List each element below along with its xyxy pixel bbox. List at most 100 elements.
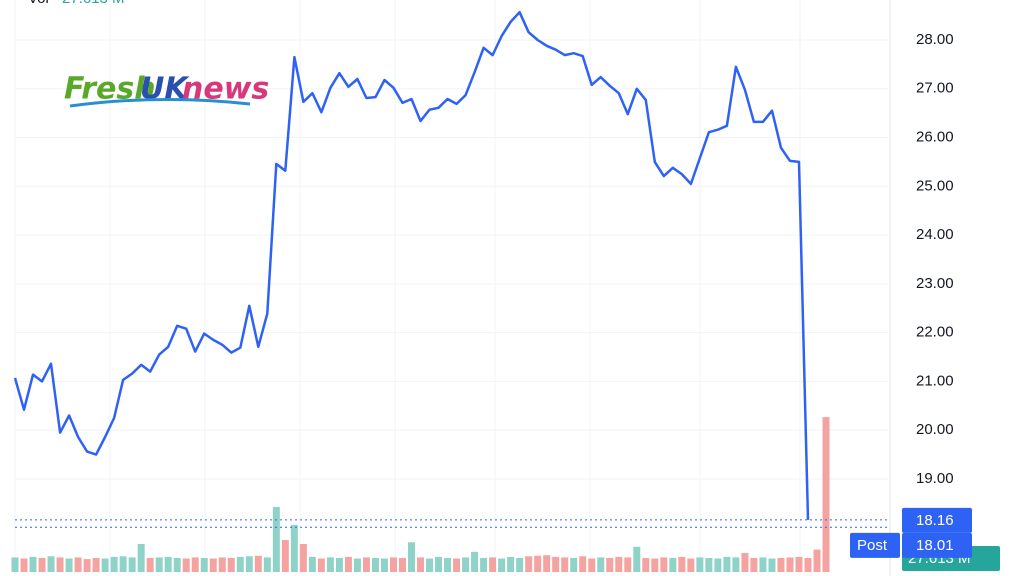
volume-bar xyxy=(47,556,55,572)
post-label-badge xyxy=(850,532,900,558)
volume-bar xyxy=(615,556,623,572)
volume-bar xyxy=(471,551,479,572)
volume-bar xyxy=(191,557,199,572)
volume-bar xyxy=(768,558,776,572)
volume-bar xyxy=(822,417,830,572)
y-tick-label: 28.00 xyxy=(916,31,954,48)
volume-bar xyxy=(525,556,533,572)
volume-bar xyxy=(687,558,695,572)
vgrid xyxy=(14,0,801,576)
volume-bar xyxy=(218,557,226,572)
volume-bar xyxy=(588,558,596,572)
volume-bar xyxy=(444,557,452,572)
volume-bar xyxy=(696,557,704,572)
volume-bar xyxy=(561,557,569,572)
volume-bar xyxy=(326,557,334,572)
volume-bar xyxy=(750,557,758,572)
volume-bar xyxy=(245,556,253,572)
volume-bar xyxy=(38,557,46,572)
y-tick-label: 24.00 xyxy=(916,226,954,243)
volume-bar xyxy=(462,557,470,572)
volume-bar xyxy=(344,556,352,572)
volume-bar xyxy=(714,558,722,572)
volume-bar xyxy=(804,557,812,572)
volume-bar xyxy=(227,557,235,572)
post-badge xyxy=(902,532,972,558)
volume-bar xyxy=(353,558,361,572)
volume-bar xyxy=(660,557,668,572)
volume-bar xyxy=(498,558,506,572)
y-tick-label: 27.00 xyxy=(916,80,954,97)
volume-legend-name: Vol xyxy=(28,0,49,7)
volume-bar xyxy=(56,557,64,572)
volume-bar xyxy=(516,557,524,572)
volume-bar xyxy=(65,558,73,572)
volume-bar xyxy=(624,557,632,572)
logo: Fresh UK news xyxy=(64,72,269,108)
volume-bar xyxy=(299,543,307,572)
volume-bar xyxy=(119,556,127,572)
volume-bar xyxy=(137,543,145,572)
y-tick-label: 26.00 xyxy=(916,129,954,146)
volume-bar xyxy=(173,557,181,572)
volume-bar xyxy=(317,558,325,572)
volume-bar xyxy=(290,524,298,572)
volume-bar xyxy=(263,557,271,572)
volume-bar xyxy=(570,557,578,572)
volume-bar xyxy=(380,558,388,572)
volume-bar xyxy=(209,558,217,572)
price-badge xyxy=(902,507,972,533)
volume-bar xyxy=(507,556,515,572)
volume-bar xyxy=(335,557,343,572)
volume-bar xyxy=(543,555,551,572)
volume-bar xyxy=(786,557,794,572)
price-line xyxy=(13,10,810,520)
volume-bar xyxy=(398,557,406,572)
volume-bar xyxy=(777,557,785,572)
volume-bar xyxy=(155,557,163,572)
volume-bar xyxy=(813,549,821,572)
volume-bar xyxy=(597,557,605,572)
volume-bar xyxy=(408,542,415,572)
y-tick-label: 20.00 xyxy=(916,421,954,438)
y-tick-label: 21.00 xyxy=(916,372,954,389)
volume-bar xyxy=(20,558,28,572)
volume-bar xyxy=(642,557,650,572)
volume-bar xyxy=(281,540,289,572)
price-badge-text: 18.16 xyxy=(916,512,954,529)
volume-bar xyxy=(83,559,91,572)
volume-bar xyxy=(669,557,677,572)
volume-bar xyxy=(146,557,154,572)
volume-bar xyxy=(633,546,641,572)
post-badge-text: 18.01 xyxy=(916,537,954,554)
volume-bar xyxy=(489,557,497,572)
volume-bar xyxy=(453,558,461,572)
y-tick-label: 23.00 xyxy=(916,275,954,292)
volume-bar xyxy=(705,557,713,572)
volume-bar xyxy=(308,556,316,572)
volume-bar xyxy=(741,552,749,572)
volume-bar xyxy=(272,506,280,572)
volume-legend-value: 27.613 M xyxy=(62,0,125,7)
volume-bar xyxy=(236,556,244,572)
volume-bar xyxy=(426,558,434,572)
y-tick-label: 22.00 xyxy=(916,324,954,341)
volume-bar xyxy=(759,557,767,572)
volume-bar xyxy=(254,555,262,572)
volume-bar xyxy=(362,557,370,572)
plot: 19.00 20.00 21.00 22.00 23.00 24.00 25.00 26.00… xyxy=(11,10,954,572)
volume-bar xyxy=(110,556,118,572)
volume-bar xyxy=(480,557,488,572)
volume-bar xyxy=(795,556,803,572)
volume-bar xyxy=(74,557,82,572)
volume-bar xyxy=(678,556,686,572)
volume-bar xyxy=(723,556,731,572)
volume-bar xyxy=(101,558,109,572)
volume-bar xyxy=(128,557,136,572)
volume-bar xyxy=(29,556,37,572)
volume-bar xyxy=(92,557,100,572)
volume-bar xyxy=(732,557,740,572)
volume-bar xyxy=(11,557,19,572)
